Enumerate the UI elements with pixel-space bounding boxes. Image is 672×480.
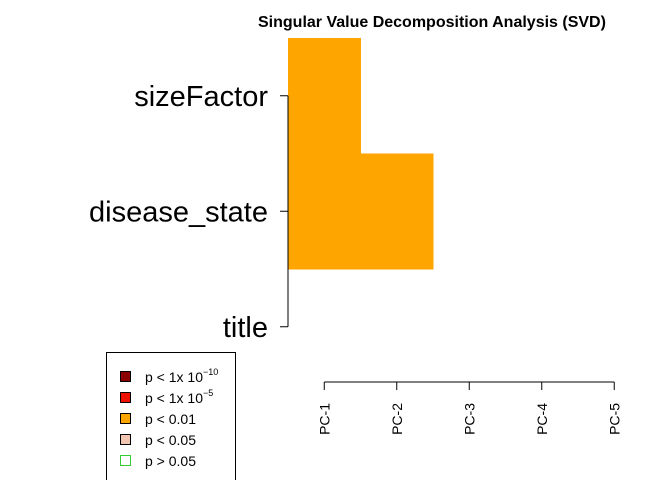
legend-swatch: [120, 434, 131, 445]
y-axis: title disease_state sizeFactor: [89, 81, 289, 344]
legend-box: [106, 352, 236, 480]
x-tick-label: PC-4: [534, 403, 550, 435]
x-tick-label: PC-2: [389, 403, 405, 435]
legend-swatch: [120, 392, 131, 403]
legend-exponent: −10: [203, 367, 218, 377]
heatmap-cells: [288, 38, 434, 270]
legend-label: p < 1x 10−5: [145, 388, 213, 406]
y-tick-label: sizeFactor: [134, 81, 268, 113]
y-tick-label: disease_state: [89, 196, 268, 228]
legend-label: p < 0.05: [145, 432, 196, 448]
x-axis: PC-1 PC-2 PC-3 PC-4 PC-5: [316, 381, 622, 435]
legend-swatch: [120, 413, 131, 424]
heatmap-cell-disease_state-PC-1: [288, 153, 361, 270]
legend-swatch: [120, 455, 131, 466]
legend-label: p > 0.05: [145, 453, 196, 469]
x-tick-label: PC-5: [606, 403, 622, 435]
legend-label: p < 1x 10−10: [145, 367, 218, 385]
legend-swatch: [120, 371, 131, 382]
y-tick-label: title: [223, 312, 268, 344]
heatmap-cell-sizeFactor-PC-1: [288, 38, 361, 154]
chart-title: Singular Value Decomposition Analysis (S…: [258, 14, 606, 31]
legend: p < 1x 10−10 p < 1x 10−5 p < 0.01 p < 0.05 p…: [106, 352, 236, 480]
heatmap-cell-disease_state-PC-2: [360, 153, 434, 270]
x-tick-label: PC-3: [461, 403, 477, 435]
x-tick-label: PC-1: [316, 403, 332, 435]
legend-label: p < 0.01: [145, 411, 196, 427]
legend-exponent: −5: [203, 388, 213, 398]
